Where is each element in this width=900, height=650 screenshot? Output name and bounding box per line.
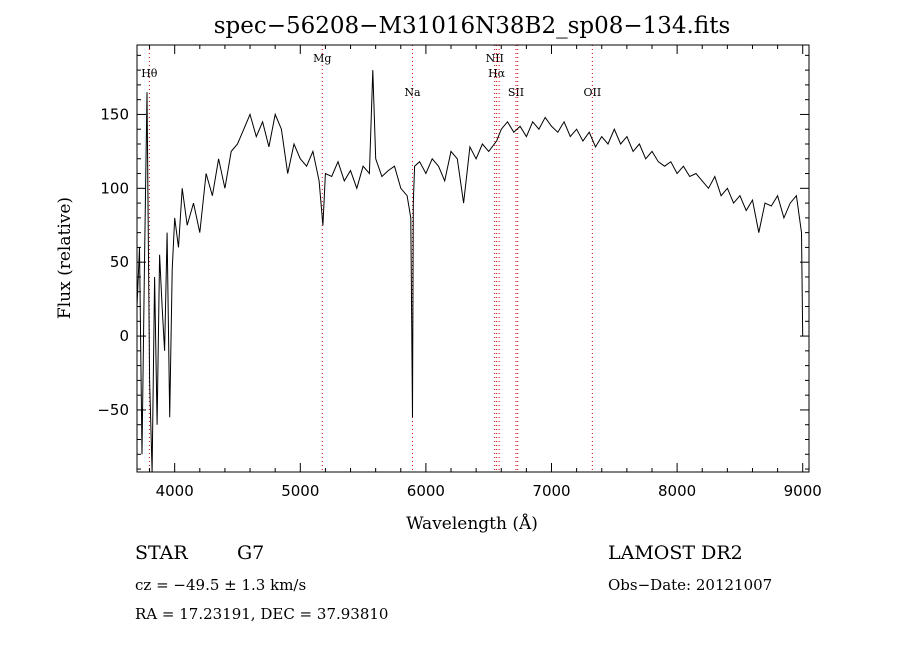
- line-marker-label: Hα: [488, 67, 506, 80]
- spectrum-series-line: [136, 70, 804, 473]
- line-marker-label: Na: [404, 86, 421, 99]
- y-tick-label: 0: [119, 327, 129, 345]
- line-marker-label: OII: [583, 86, 601, 99]
- y-tick-label: 150: [100, 105, 129, 123]
- line-marker-label: Mg: [313, 52, 331, 65]
- x-tick-label: 7000: [532, 482, 570, 500]
- y-axis-ticks: −50 0 50 100 150: [97, 54, 809, 470]
- line-marker-label: SII: [508, 86, 524, 99]
- x-axis-label: Wavelength (Å): [406, 513, 538, 534]
- x-tick-label: 6000: [407, 482, 445, 500]
- x-axis-ticks: 4000 5000 6000 7000 8000 9000: [149, 45, 822, 500]
- survey-name: LAMOST DR2: [608, 542, 743, 564]
- x-tick-label: 9000: [784, 482, 822, 500]
- plot-frame: [136, 44, 810, 473]
- redshift-text: cz = −49.5 ± 1.3 km/s: [135, 576, 306, 594]
- line-marker-label: Hθ: [141, 67, 158, 80]
- object-subclass: G7: [237, 542, 264, 564]
- x-tick-label: 4000: [156, 482, 194, 500]
- coordinates-text: RA = 17.23191, DEC = 37.93810: [135, 605, 388, 623]
- y-tick-label: 100: [100, 179, 129, 197]
- x-tick-label: 5000: [281, 482, 319, 500]
- observation-date: Obs−Date: 20121007: [608, 576, 772, 594]
- y-tick-label: −50: [97, 401, 129, 419]
- object-type: STAR: [135, 542, 188, 564]
- x-tick-label: 8000: [658, 482, 696, 500]
- y-axis-label: Flux (relative): [55, 197, 75, 319]
- y-tick-label: 50: [110, 253, 129, 271]
- chart-title: spec−56208−M31016N38B2_sp08−134.fits: [214, 13, 731, 39]
- line-marker-label: NII: [486, 52, 504, 65]
